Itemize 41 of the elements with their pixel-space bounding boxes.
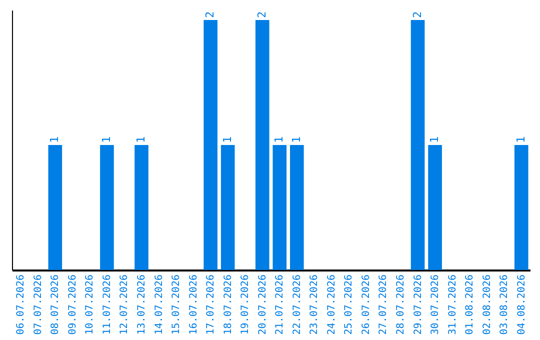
- x-tick-label: 09.07.2026: [67, 274, 78, 335]
- x-tick-label: 12.07.2026: [119, 274, 130, 335]
- x-tick-label: 23.07.2026: [309, 274, 320, 335]
- data-label: 2: [410, 11, 424, 18]
- x-tick-label: 01.08.2026: [464, 274, 476, 335]
- x-tick-label: 31.07.2026: [447, 274, 458, 335]
- data-label: 2: [255, 11, 268, 18]
- x-tick-label: 18.07.2026: [222, 274, 234, 335]
- data-label: 1: [428, 136, 442, 143]
- data-label: 1: [100, 136, 113, 143]
- x-tick-label: 17.07.2026: [206, 274, 217, 335]
- x-tick-label: 03.08.2026: [499, 274, 510, 335]
- x-tick-label: 07.07.2026: [32, 274, 44, 335]
- data-label: 1: [272, 136, 286, 143]
- x-tick-label: 27.07.2026: [378, 274, 390, 335]
- x-tick-label: 13.07.2026: [136, 274, 148, 335]
- x-tick-label: 02.08.2026: [482, 274, 493, 335]
- x-tick-label: 28.07.2026: [396, 274, 406, 335]
- x-tick-label: 15.07.2026: [171, 274, 182, 335]
- x-tick-label: 16.07.2026: [188, 274, 200, 335]
- x-tick-label: 06.07.2026: [16, 274, 27, 335]
- x-tick-label: 25.07.2026: [344, 274, 355, 335]
- x-tick-label: 08.07.2026: [50, 274, 62, 335]
- data-label: 1: [220, 136, 234, 143]
- x-tick-label: 24.07.2026: [326, 274, 338, 335]
- x-tick-label: 30.07.2026: [430, 274, 442, 335]
- x-tick-label: 21.07.2026: [274, 274, 286, 335]
- x-tick-label: 26.07.2026: [360, 274, 372, 335]
- x-tick-label: 22.07.2026: [292, 274, 303, 335]
- data-label: 2: [204, 11, 217, 18]
- data-label: 1: [48, 136, 62, 143]
- x-tick-label: 04.08.2026: [516, 274, 528, 335]
- x-tick-label: 14.07.2026: [154, 274, 165, 335]
- data-label: 1: [290, 136, 303, 143]
- x-tick-label: 11.07.2026: [102, 274, 113, 335]
- x-tick-label: 20.07.2026: [257, 274, 268, 335]
- x-tick-label: 29.07.2026: [412, 274, 424, 335]
- data-label: 1: [134, 136, 148, 143]
- x-tick-label: 19.07.2026: [240, 274, 252, 335]
- x-tick-label: 10.07.2026: [84, 274, 96, 335]
- data-label: 1: [514, 136, 528, 143]
